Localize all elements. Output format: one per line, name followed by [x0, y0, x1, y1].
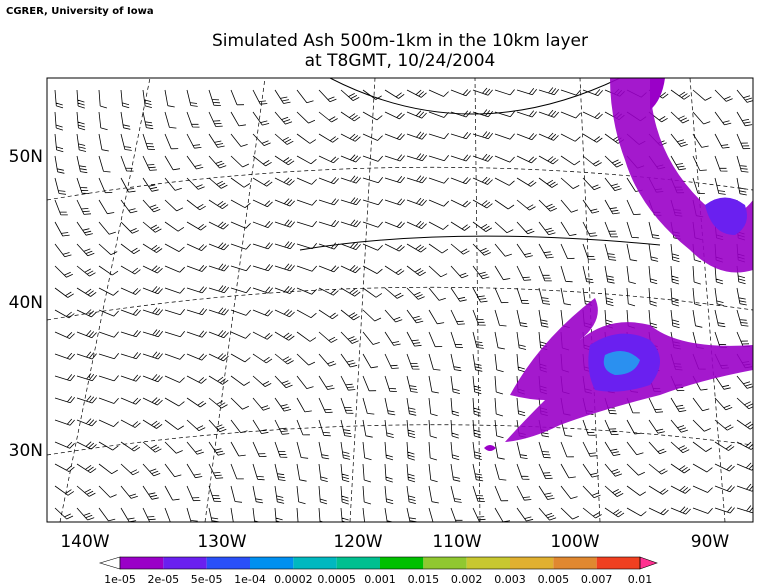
colorbar-label: 2e-05: [147, 573, 179, 586]
colorbar-segment: [206, 557, 250, 569]
lat-label: 40N: [9, 293, 43, 313]
colorbar-label: 0.0005: [317, 573, 356, 586]
colorbar-under: [98, 556, 121, 570]
credit: CGRER, University of Iowa: [6, 6, 154, 17]
graticule: [47, 78, 753, 522]
colorbar-segment: [466, 557, 510, 569]
colorbar-over: [639, 556, 658, 570]
colorbar-segment: [336, 557, 380, 569]
colorbar-label: 0.005: [538, 573, 570, 586]
border: [329, 78, 621, 115]
map-area: [47, 78, 753, 522]
lat-label: 50N: [9, 147, 43, 167]
lon-label: 110W: [432, 532, 481, 552]
colorbar-label: 0.001: [364, 573, 396, 586]
colorbar-label: 0.007: [581, 573, 613, 586]
lon-label: 120W: [333, 532, 382, 552]
colorbar-label: 1e-05: [104, 573, 136, 586]
colorbar-segment: [380, 557, 424, 569]
title-line: Simulated Ash 500m-1km in the 10km layer: [212, 31, 588, 51]
colorbar-label: 1e-04: [234, 573, 266, 586]
colorbar-label: 0.015: [408, 573, 440, 586]
colorbar-label: 0.003: [494, 573, 526, 586]
ash-plume: [484, 78, 753, 451]
colorbar-label: 0.01: [628, 573, 653, 586]
colorbar-label: 0.002: [451, 573, 483, 586]
colorbar-frame: [119, 556, 641, 570]
lon-label: 90W: [691, 532, 730, 552]
colorbar-label: 5e-05: [191, 573, 223, 586]
wind-barbs: [54, 87, 753, 522]
colorbar: 1e-05 2e-05 5e-05 1e-04 0.0002 0.0005 0.001 0.0…: [98, 556, 658, 586]
colorbar-segment: [510, 557, 554, 569]
colorbar-segment: [163, 557, 207, 569]
barb-lines: [54, 87, 753, 522]
colorbar-segment: [293, 557, 337, 569]
lon-label: 140W: [60, 532, 109, 552]
colorbar-segment: [596, 557, 640, 569]
lon-label: 130W: [197, 532, 246, 552]
map-frame: [46, 77, 754, 523]
lon-label: 100W: [550, 532, 599, 552]
colorbar-segment: [423, 557, 467, 569]
colorbar-segment: [120, 557, 164, 569]
colorbar-label: 0.0002: [274, 573, 313, 586]
title-line: at T8GMT, 10/24/2004: [305, 51, 496, 71]
lat-label: 30N: [9, 441, 43, 461]
colorbar-segment: [250, 557, 294, 569]
colorbar-segment: [553, 557, 597, 569]
